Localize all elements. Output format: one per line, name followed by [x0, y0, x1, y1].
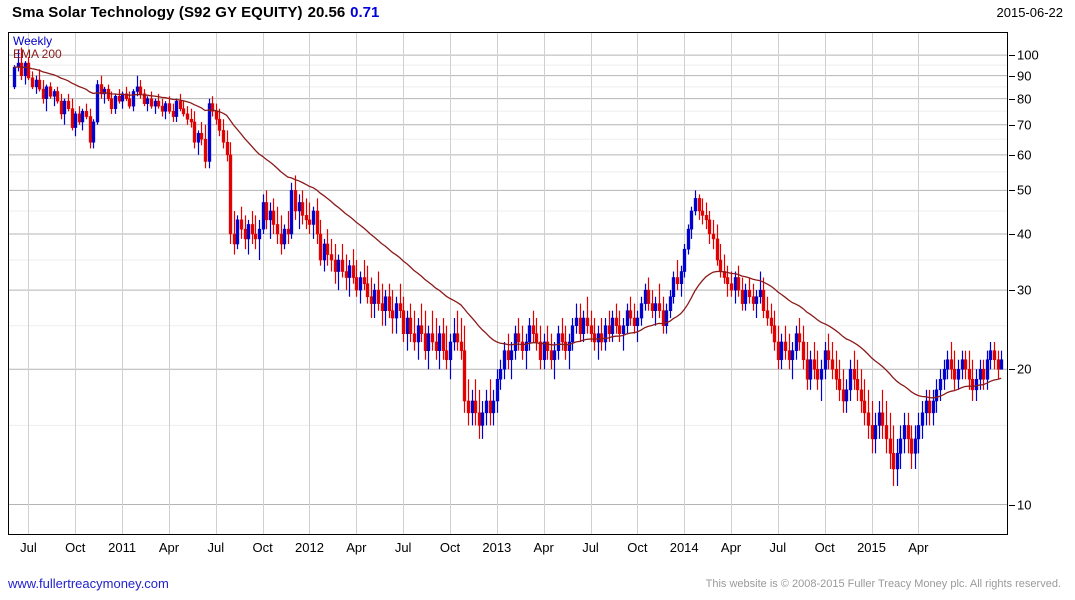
chart-legend: Weekly EMA 200 [13, 35, 62, 61]
x-tick-label: Apr [158, 540, 180, 555]
price-chart-plot-area[interactable]: Weekly EMA 200 [8, 32, 1008, 535]
x-tick-label: Oct [627, 540, 648, 555]
y-tick-mark [1009, 290, 1015, 292]
y-tick-mark [1009, 55, 1015, 57]
last-price: 20.56 [307, 4, 346, 21]
x-tick-label: Jul [394, 540, 412, 555]
chart-header: Sma Solar Technology (S92 GY EQUITY) 20.5… [0, 0, 1075, 28]
title-group: Sma Solar Technology (S92 GY EQUITY) 20.5… [12, 4, 379, 22]
y-tick-mark [1009, 98, 1015, 100]
y-axis: 10 20 30 40 50 60 70 80 90 100 [1009, 32, 1069, 535]
candlestick-series [12, 47, 1004, 486]
x-tick-label: Apr [720, 540, 742, 555]
y-tick-label: 10 [1017, 497, 1032, 513]
x-tick-label: Oct [814, 540, 835, 555]
x-tick-label: 2014 [669, 540, 699, 555]
copyright-notice: This website is © 2008-2015 Fuller Treac… [705, 578, 1061, 590]
y-tick-mark [1009, 233, 1015, 235]
x-tick-label: Apr [908, 540, 929, 555]
x-tick-label: Jul [769, 540, 787, 555]
x-tick-label: Apr [346, 540, 367, 555]
x-tick-label: 2011 [108, 540, 137, 555]
price-change: 0.71 [350, 4, 380, 21]
x-tick-label: Jul [20, 540, 37, 555]
page-title: Sma Solar Technology (S92 GY EQUITY) [12, 4, 303, 21]
y-tick-label: 70 [1017, 117, 1032, 133]
x-tick-label: 2012 [295, 540, 324, 555]
y-tick-mark [1009, 154, 1015, 156]
y-tick-mark [1009, 190, 1015, 192]
y-tick-label: 20 [1017, 361, 1032, 377]
legend-interval-label: Weekly [13, 34, 53, 48]
y-tick-mark [1009, 504, 1015, 506]
y-tick-label: 100 [1017, 47, 1039, 63]
x-tick-label: Oct [252, 540, 273, 555]
quote-date: 2015-06-22 [996, 5, 1064, 20]
y-tick-label: 90 [1017, 68, 1032, 84]
y-tick-label: 60 [1017, 147, 1032, 163]
y-tick-label: 50 [1017, 182, 1032, 198]
y-tick-label: 30 [1017, 282, 1032, 298]
y-tick-label: 80 [1017, 91, 1032, 107]
ema-200-line [13, 66, 1002, 399]
x-tick-label: Oct [65, 540, 86, 555]
plot-inner: Weekly EMA 200 [9, 33, 1007, 534]
chart-footer: www.fullertreacymoney.com This website i… [0, 572, 1075, 600]
x-tick-label: Oct [439, 540, 461, 555]
y-tick-label: 40 [1017, 226, 1032, 242]
site-url-link[interactable]: www.fullertreacymoney.com [8, 576, 169, 591]
y-tick-mark [1009, 369, 1015, 371]
x-axis: Jul Oct 2011 Apr Jul Oct 2012 Apr Jul Oct 2013 Apr J… [8, 538, 1008, 558]
x-tick-label: Apr [533, 540, 554, 555]
legend-ema-label: EMA 200 [13, 47, 62, 61]
x-tick-label: 2015 [857, 540, 886, 555]
x-tick-label: Jul [207, 540, 225, 555]
x-tick-label: 2013 [482, 540, 512, 555]
y-tick-mark [1009, 124, 1015, 126]
y-tick-mark [1009, 75, 1015, 77]
x-tick-label: Jul [582, 540, 599, 555]
